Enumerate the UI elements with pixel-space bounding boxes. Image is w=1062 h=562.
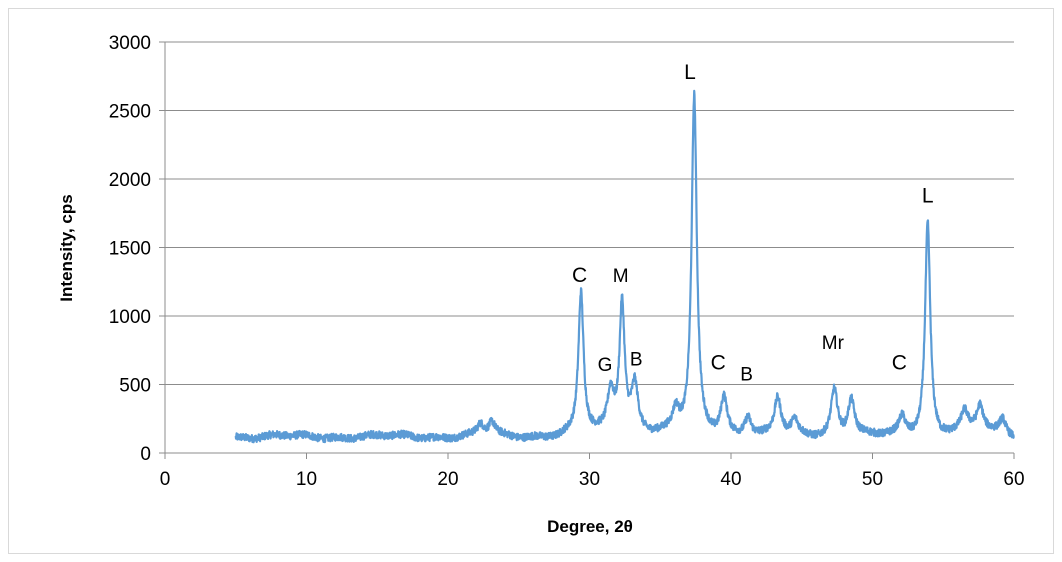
y-tick-label: 3000	[109, 33, 151, 54]
gridlines	[165, 41, 1014, 385]
y-tick-label: 500	[119, 376, 151, 397]
y-tick-label: 2000	[109, 170, 151, 191]
chart-frame	[8, 8, 1054, 554]
x-tick-label: 30	[579, 469, 600, 490]
xrd-pattern-line	[234, 89, 1015, 444]
x-axis-title: Degree, 2θ	[547, 517, 633, 536]
y-tick-label: 1500	[109, 239, 151, 260]
axes: 0 500 1000 1500 2000 2500 3000 0 10 20 30 40 50 60	[109, 33, 1025, 490]
x-tick-label: 10	[296, 469, 317, 490]
x-tick-label: 60	[1003, 469, 1024, 490]
y-tick-label: 2500	[109, 102, 151, 123]
x-tick-label: 50	[862, 469, 883, 490]
peak-label: C	[892, 351, 907, 374]
peak-label: Mr	[822, 333, 845, 354]
peak-label: M	[613, 266, 629, 287]
peak-label: C	[572, 264, 587, 287]
peak-label: B	[740, 364, 753, 385]
series	[234, 89, 1015, 444]
y-tick-label: 1000	[109, 307, 151, 328]
x-tick-label: 40	[720, 469, 741, 490]
x-tick-label: 0	[160, 469, 171, 490]
y-axis-title: Intensity, cps	[57, 194, 76, 301]
x-tick-label: 20	[437, 469, 458, 490]
y-tick-label: 0	[140, 444, 151, 465]
peak-label: L	[922, 184, 934, 207]
peak-label: L	[684, 61, 696, 84]
peak-label: G	[598, 355, 613, 376]
peak-label: C	[711, 351, 726, 374]
peak-label: B	[630, 349, 643, 370]
